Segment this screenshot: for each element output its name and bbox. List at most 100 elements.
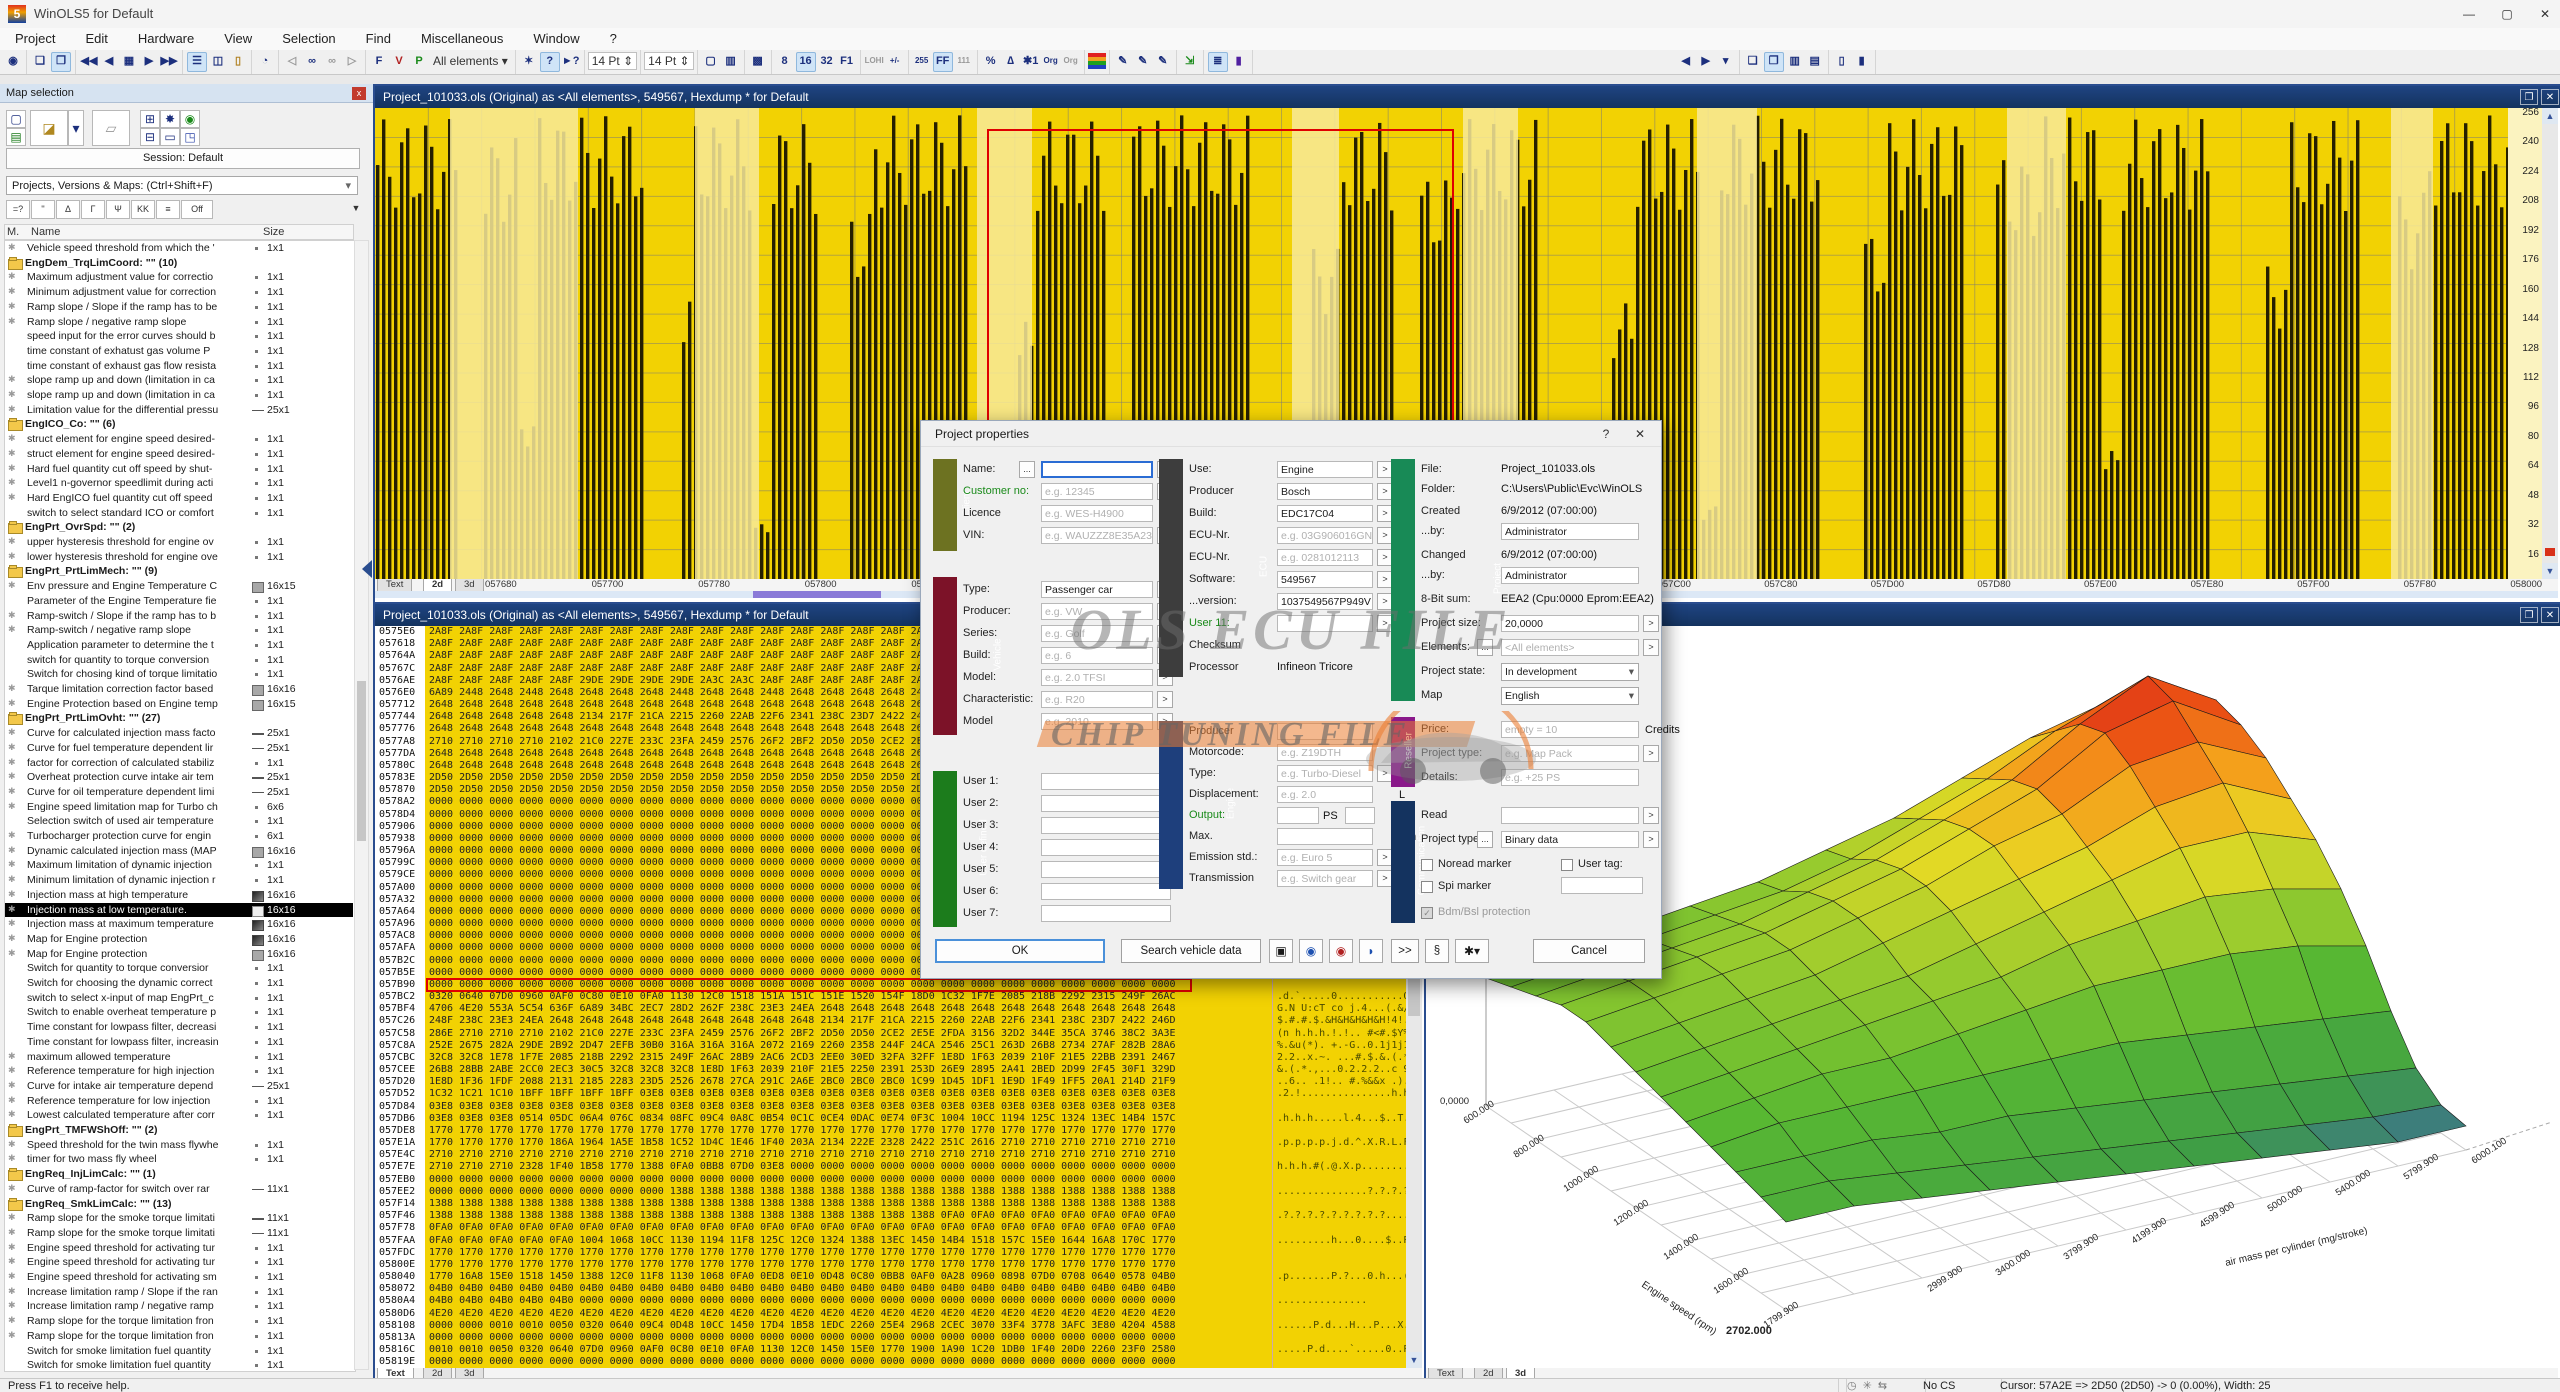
map-folder-row[interactable]: EngPrt_PrtLimOvht: "" (27)	[5, 711, 353, 726]
byteorder-icon[interactable]: LOHI	[865, 52, 884, 70]
hex-row[interactable]: 1770 1770 1770 1770 186A 1964 1A5E 1B58 …	[429, 1137, 1176, 1149]
save-icon[interactable]: ▤	[6, 128, 26, 146]
search-maps-icon[interactable]: ∞	[303, 52, 321, 70]
layout-cascade-icon[interactable]: ❏	[1744, 52, 1762, 70]
hex-row[interactable]: 03E8 03E8 03E8 03E8 03E8 03E8 03E8 03E8 …	[429, 1101, 1176, 1113]
field-input[interactable]: e.g. Switch gear	[1277, 870, 1373, 887]
map-item-row[interactable]: ✱Map for Engine protection16x16	[5, 932, 353, 947]
hex-row[interactable]: 0000 0000 0000 0000 0000 0000 0000 0000 …	[429, 1186, 1176, 1198]
hex-row[interactable]: 1388 1388 1388 1388 1388 1388 1388 1388 …	[429, 1210, 1176, 1222]
map-item-row[interactable]: ✱struct element for engine speed desired…	[5, 447, 353, 462]
tab-2d[interactable]: 2d	[423, 579, 452, 591]
field-input[interactable]	[1041, 773, 1171, 790]
map-item-row[interactable]: time constant of exhaust gas flow resist…	[5, 359, 353, 374]
map-item-row[interactable]: ✱Ramp slope for the torque limitation fr…	[5, 1314, 353, 1329]
search-prev-icon[interactable]: ◁	[283, 52, 301, 70]
map-folder-row[interactable]: EngPrt_PrtLimMech: "" (9)	[5, 564, 353, 579]
map-panel-close-icon[interactable]: x	[352, 87, 366, 100]
filter-flag-icon[interactable]: Ψ	[106, 200, 130, 219]
map-list-icon[interactable]: ☰	[187, 52, 207, 72]
field-input[interactable]	[1041, 839, 1171, 856]
menu-selection[interactable]: Selection	[267, 28, 350, 49]
hex-row[interactable]: 0000 0000 0000 0000 0000 0000 0000 0000 …	[429, 1356, 1176, 1368]
hex-row[interactable]: 0FA0 0FA0 0FA0 0FA0 0FA0 0FA0 0FA0 0FA0 …	[429, 1222, 1176, 1234]
font-size-spinner[interactable]: 14 Pt ⇕	[588, 52, 637, 70]
field-input[interactable]	[1501, 807, 1639, 824]
map-item-row[interactable]: ✱Engine speed threshold for activating t…	[5, 1255, 353, 1270]
filter-kk-icon[interactable]: KK	[131, 200, 155, 219]
hex-row[interactable]: 0000 0000 0000 0000 0000 0000 0000 0000 …	[429, 1332, 1176, 1344]
user-tag-input[interactable]	[1561, 877, 1643, 894]
modem-icon[interactable]: ▭	[160, 128, 180, 146]
paste-icon[interactable]: ▱	[92, 110, 130, 146]
map-item-row[interactable]: ✱Reference temperature for low injection…	[5, 1094, 353, 1109]
map-item-row[interactable]: ✱Speed threshold for the twin mass flywh…	[5, 1138, 353, 1153]
search-maps-color-icon[interactable]: ◉	[180, 110, 200, 128]
hex-row[interactable]: 286E 2710 2710 2710 2102 21C0 227E 233C …	[429, 1028, 1176, 1040]
list-column-header[interactable]: M.NameSize	[4, 224, 354, 240]
hex-row[interactable]: 2710 2710 2710 2710 2710 2710 2710 2710 …	[429, 1149, 1176, 1161]
edit-selection-icon[interactable]: ✎	[1134, 52, 1152, 70]
hex-row[interactable]: 26B8 28BB 2ABE 2CC0 2EC3 30C5 32C8 32C8 …	[429, 1064, 1176, 1076]
field-input[interactable]: e.g. +25 PS	[1501, 769, 1639, 786]
hex-row[interactable]: 1770 16A8 15E0 1518 1450 1388 12C0 11F8 …	[429, 1271, 1176, 1283]
layout-right-icon[interactable]: ▮	[1853, 52, 1871, 70]
hex-row[interactable]: 0FA0 0FA0 0FA0 0FA0 0FA0 1004 1068 10CC …	[429, 1235, 1176, 1247]
filter-equal-icon[interactable]: =?	[6, 200, 30, 219]
menu-edit[interactable]: Edit	[70, 28, 122, 49]
wizard-icon[interactable]: ✶	[520, 52, 538, 70]
clipboard-icon[interactable]: ▣	[1269, 939, 1293, 963]
layout-horizontal-icon[interactable]: ▥	[1786, 52, 1804, 70]
search-next-icon[interactable]: ▷	[343, 52, 361, 70]
scroll-arrow-icon[interactable]: ▼	[2542, 563, 2558, 579]
field-input[interactable]: 20,0000	[1501, 615, 1639, 632]
next-icon[interactable]: ▶	[140, 52, 158, 70]
map-item-row[interactable]: ✱struct element for engine speed desired…	[5, 432, 353, 447]
map-item-row[interactable]: Switch for smoke limitation fuel quantit…	[5, 1358, 353, 1372]
map-item-row[interactable]: ✱Limitation value for the differential p…	[5, 403, 353, 418]
edit-all-icon[interactable]: ✎	[1154, 52, 1172, 70]
column-header[interactable]: M.	[7, 226, 19, 238]
map-item-row[interactable]: ✱timer for two mass fly wheel1x1	[5, 1152, 353, 1167]
expand-button[interactable]: >	[1643, 615, 1659, 632]
hex-row[interactable]: 248F 238C 23E3 24EA 2648 2648 2648 2648 …	[429, 1015, 1176, 1027]
column-header[interactable]: Name	[31, 226, 60, 238]
search-maps-gray-icon[interactable]: ∞	[323, 52, 341, 70]
map-item-row[interactable]: ✱Maximum limitation of dynamic injection…	[5, 858, 353, 873]
map-item-row[interactable]: ✱Turbocharger protection curve for engin…	[5, 829, 353, 844]
map-list-scrollbar[interactable]	[354, 240, 369, 1370]
map-item-row[interactable]: ✱maximum allowed temperature1x1	[5, 1050, 353, 1065]
map-item-row[interactable]: ✱Curve of ramp-factor for switch over ra…	[5, 1182, 353, 1197]
new-map-icon[interactable]: ✸	[160, 110, 180, 128]
legal-button[interactable]: §	[1425, 939, 1449, 963]
menu-help[interactable]: ?	[595, 28, 632, 49]
field-input[interactable]	[1041, 905, 1171, 922]
map-item-row[interactable]: Application parameter to determine the t…	[5, 638, 353, 653]
hex-row[interactable]: 1C32 1C21 1C10 1BFF 1BFF 1BFF 1BFF 03E8 …	[429, 1088, 1176, 1100]
field-input[interactable]: e.g. 0281012113	[1277, 549, 1373, 566]
upload-web-icon[interactable]: ◉	[1329, 939, 1353, 963]
hex-row[interactable]: 0320 0640 07D0 0960 0AF0 0C80 0E10 0FA0 …	[429, 991, 1176, 1003]
hex-row[interactable]: 2710 2710 2710 2328 1F40 1B58 1770 1388 …	[429, 1161, 1176, 1173]
block-view-icon[interactable]: ▮	[1230, 52, 1248, 70]
map-item-row[interactable]: Switch for smoke limitation fuel quantit…	[5, 1344, 353, 1359]
field-input[interactable]: empty = 10	[1501, 721, 1639, 738]
map-item-row[interactable]: ✱Maximum adjustment value for correctio1…	[5, 270, 353, 285]
expand-button[interactable]: >	[1643, 639, 1659, 656]
map-item-row[interactable]: ✱Ramp slope for the smoke torque limitat…	[5, 1226, 353, 1241]
layout-left-icon[interactable]: ▯	[1833, 52, 1851, 70]
map-item-row[interactable]: ✱Injection mass at high temperature16x16	[5, 888, 353, 903]
layout-vertical-icon[interactable]: ▤	[1806, 52, 1824, 70]
map-item-row[interactable]: ✱Curve for intake air temperature depend…	[5, 1079, 353, 1094]
map-item-row[interactable]: ✱Ramp slope / Slope if the ramp has to b…	[5, 300, 353, 315]
panel-collapse-arrow[interactable]	[362, 560, 372, 578]
expand-button[interactable]: >	[1643, 807, 1659, 824]
overview-icon[interactable]: ▦	[120, 52, 138, 70]
map-item-row[interactable]: switch for quantity to torque conversion…	[5, 653, 353, 668]
field-input[interactable]: e.g. 03G906016GN	[1277, 527, 1373, 544]
map-folder-row[interactable]: EngDem_TrqLimCoord: "" (10)	[5, 256, 353, 271]
hex-view-icon[interactable]: FF	[933, 52, 953, 72]
settings-button[interactable]: ✱▾	[1455, 939, 1489, 963]
hexdump-2d-vscrollbar[interactable]: ▲▼	[2542, 108, 2558, 579]
field-input[interactable]	[1277, 615, 1373, 632]
